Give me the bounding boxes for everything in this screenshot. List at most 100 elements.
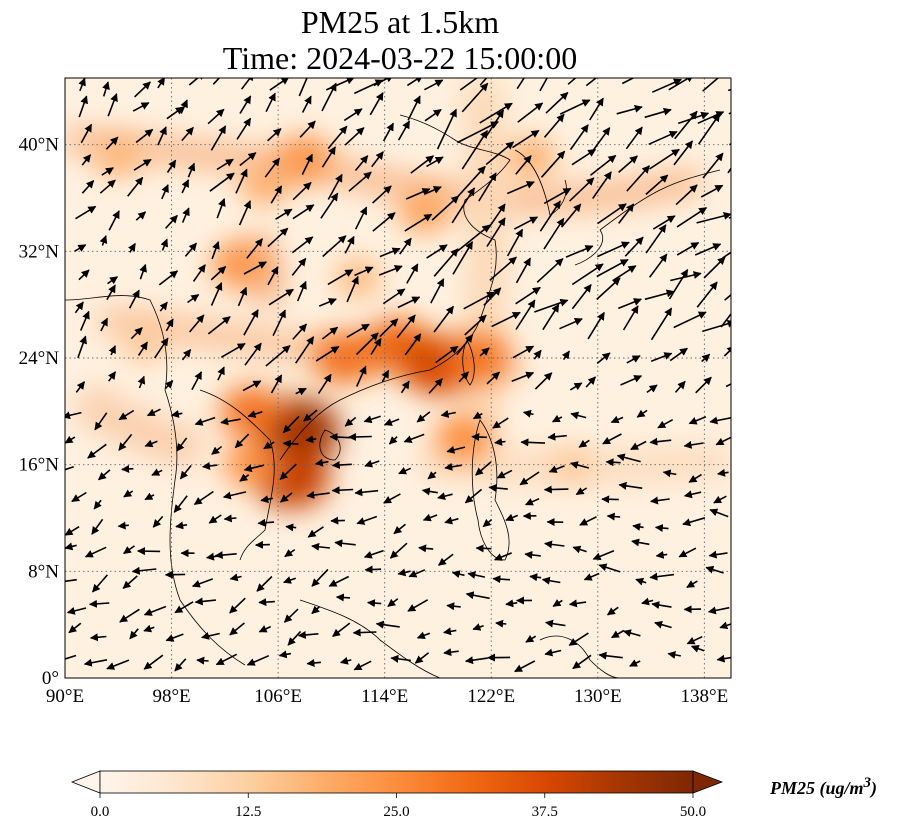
- wind-arrow: [89, 599, 110, 608]
- wind-arrow: [406, 263, 419, 284]
- wind-arrow: [597, 203, 627, 225]
- wind-arrow: [260, 495, 273, 504]
- wind-arrow: [437, 553, 454, 566]
- wind-arrow: [472, 623, 484, 631]
- wind-arrow: [65, 435, 76, 444]
- wind-arrow: [443, 648, 459, 657]
- wind-arrow: [479, 78, 488, 86]
- wind-arrow: [246, 238, 264, 259]
- wind-arrow: [229, 573, 242, 582]
- wind-arrow: [606, 512, 621, 521]
- wind-arrow: [517, 102, 544, 123]
- wind-arrow: [119, 608, 140, 623]
- wind-arrow: [292, 323, 307, 340]
- wind-arrow: [592, 171, 612, 199]
- wind-arrow: [697, 113, 721, 145]
- wind-arrow: [688, 415, 707, 425]
- wind-arrow: [579, 516, 597, 526]
- wind-arrow: [730, 281, 731, 282]
- wind-arrow: [99, 235, 108, 246]
- wind-arrow: [544, 540, 565, 549]
- wind-arrow: [132, 101, 150, 112]
- wind-arrow: [669, 347, 688, 362]
- wind-arrow: [398, 467, 412, 475]
- wind-arrow: [194, 597, 216, 606]
- wind-arrow: [118, 433, 133, 451]
- wind-arrow: [65, 466, 74, 471]
- wind-arrow: [568, 632, 589, 646]
- wind-arrow: [512, 345, 535, 359]
- wind-arrow: [223, 514, 237, 523]
- colorbar-tick-label: 25.0: [383, 804, 409, 820]
- wind-arrow: [354, 266, 374, 277]
- wind-arrow: [137, 375, 146, 389]
- wind-arrow: [636, 409, 648, 418]
- wind-arrow: [545, 619, 566, 628]
- wind-arrow: [135, 211, 147, 221]
- wind-arrow: [298, 78, 308, 97]
- wind-arrow: [451, 570, 465, 579]
- pollution-hotspot: [211, 243, 265, 287]
- wind-arrow: [512, 129, 540, 149]
- wind-arrow: [456, 334, 474, 356]
- wind-arrow: [511, 371, 535, 382]
- wind-arrow: [483, 287, 502, 306]
- longitude-tick-label: 98°E: [152, 686, 190, 707]
- wind-arrow: [559, 318, 583, 330]
- wind-arrow: [488, 484, 508, 492]
- wind-arrow: [207, 108, 225, 125]
- wind-arrow: [408, 569, 426, 578]
- wind-arrow: [403, 433, 425, 443]
- wind-arrow: [372, 185, 392, 204]
- wind-arrow: [569, 124, 589, 151]
- longitude-tick-label: 114°E: [361, 686, 408, 707]
- wind-arrow: [551, 414, 563, 423]
- wind-arrow: [444, 516, 459, 525]
- wind-arrow: [548, 465, 565, 473]
- wind-arrow: [543, 113, 565, 138]
- wind-arrow: [378, 265, 403, 276]
- wind-arrow: [165, 214, 178, 229]
- wind-arrow: [589, 97, 604, 121]
- wind-arrow: [694, 243, 722, 256]
- wind-arrow: [702, 319, 731, 333]
- wind-arrow: [649, 148, 680, 170]
- wind-arrow: [570, 411, 587, 420]
- wind-arrow: [625, 126, 643, 150]
- wind-arrow: [654, 620, 672, 629]
- wind-arrow: [585, 78, 598, 87]
- colorbar-tick-label: 50.0: [680, 804, 706, 820]
- wind-arrow: [175, 521, 188, 530]
- wind-arrow: [618, 155, 638, 174]
- wind-arrow: [616, 104, 643, 115]
- wind-arrow: [723, 345, 731, 357]
- wind-arrow: [626, 165, 650, 192]
- wind-arrow: [105, 136, 119, 150]
- wind-arrow: [157, 78, 166, 89]
- wind-arrow: [191, 578, 214, 588]
- wind-arrow: [179, 464, 192, 480]
- wind-arrow: [332, 622, 351, 638]
- wind-arrow: [278, 650, 292, 659]
- wind-arrow: [520, 438, 546, 447]
- wind-arrow: [79, 310, 90, 331]
- wind-arrow: [344, 235, 355, 254]
- wind-arrow: [174, 601, 194, 614]
- wind-arrow: [354, 206, 368, 230]
- wind-arrow: [565, 245, 594, 258]
- wind-arrow: [118, 409, 135, 421]
- wind-arrow: [479, 102, 513, 124]
- wind-arrow: [306, 658, 321, 667]
- wind-arrow: [533, 349, 542, 360]
- wind-arrow: [381, 369, 390, 383]
- wind-arrow: [475, 544, 492, 553]
- wind-arrow: [355, 365, 367, 387]
- wind-arrow: [552, 599, 563, 607]
- wind-arrow: [575, 487, 588, 496]
- wind-arrow: [220, 417, 241, 426]
- wind-arrow: [464, 488, 483, 504]
- wind-arrow: [235, 168, 248, 194]
- wind-arrow: [463, 291, 496, 310]
- wind-arrow: [220, 342, 246, 358]
